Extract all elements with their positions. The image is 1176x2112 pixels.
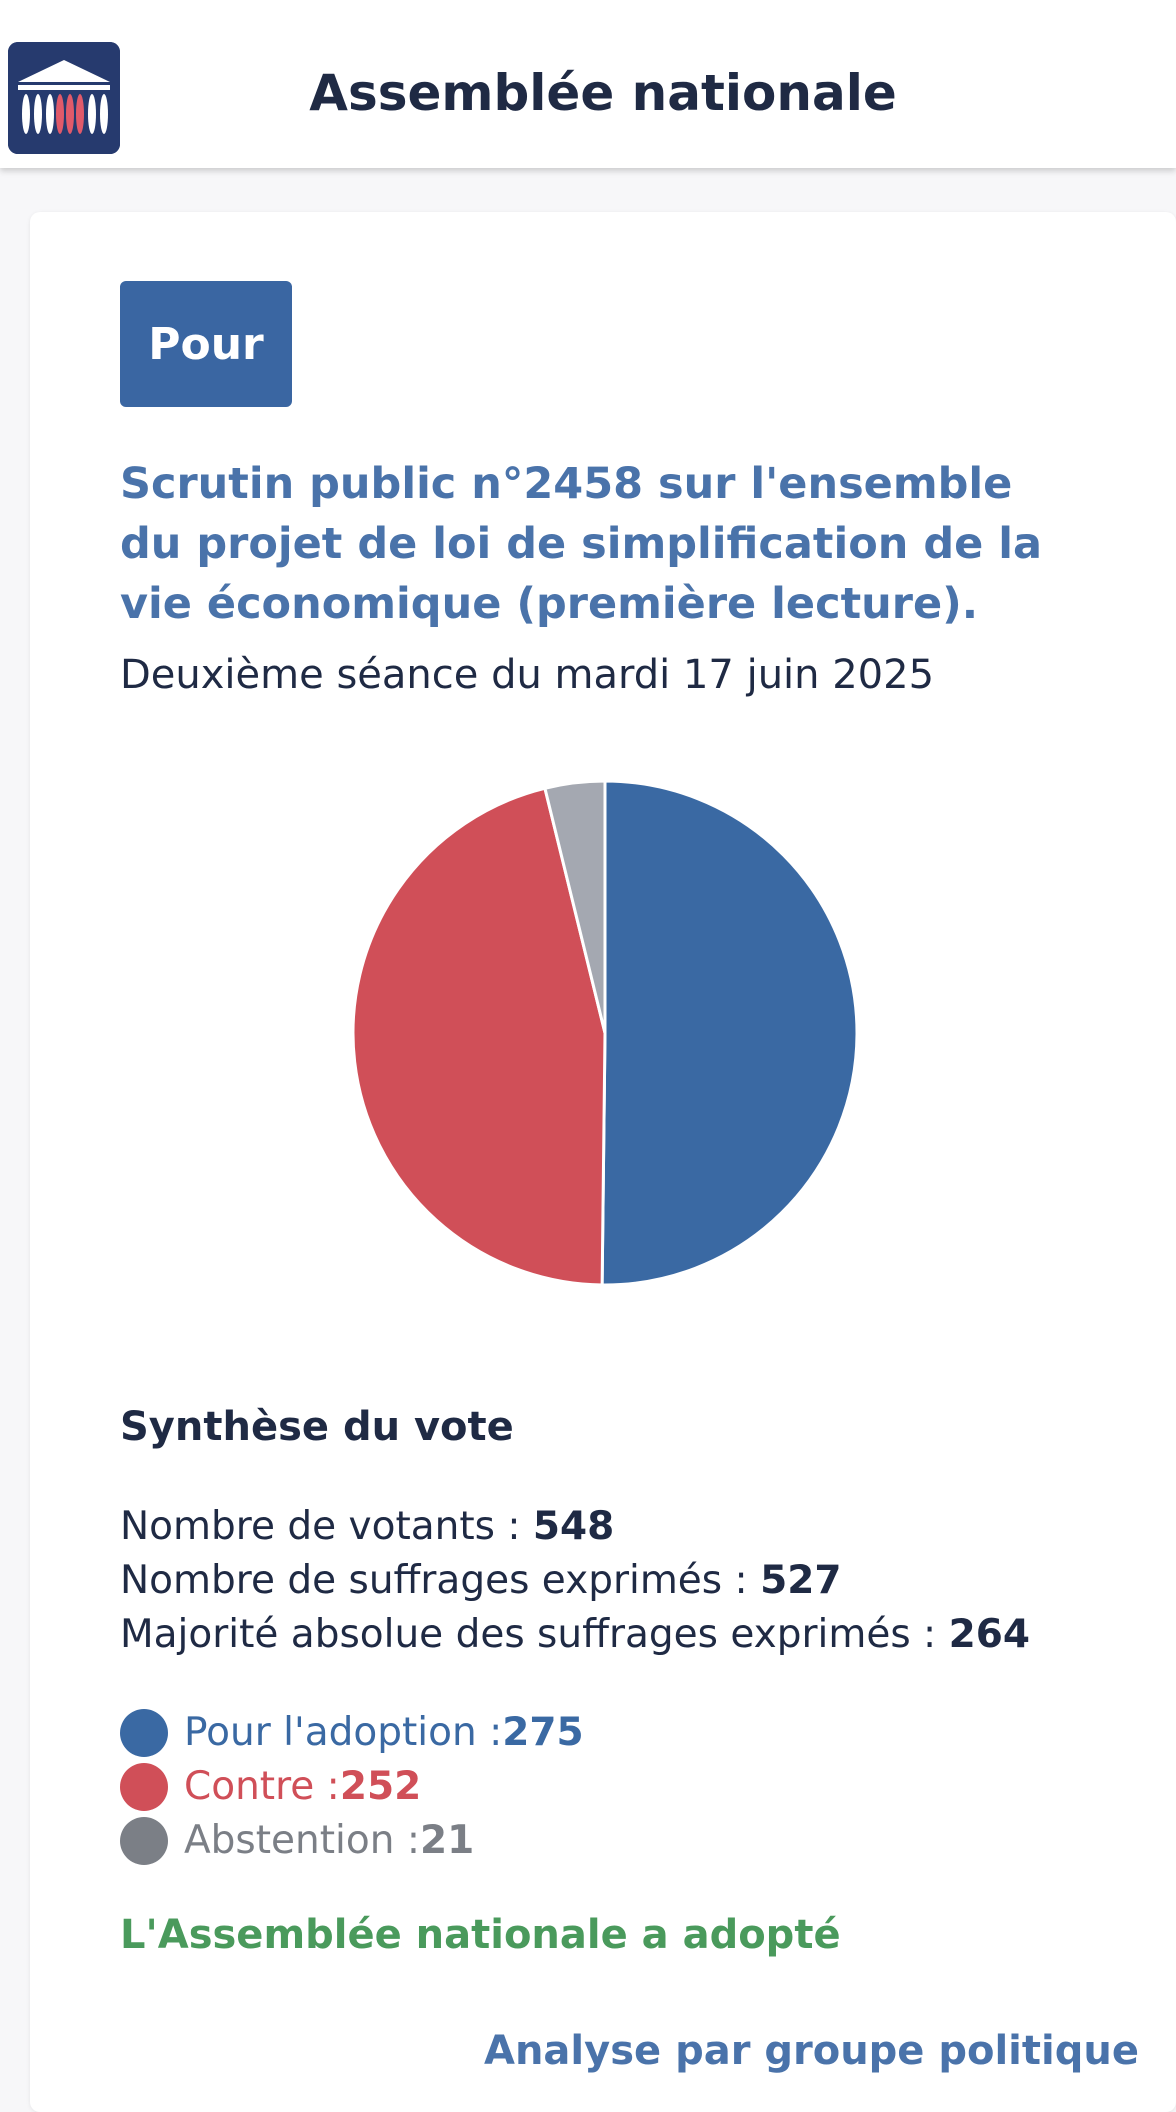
majorite-row: Majorité absolue des suffrages exprimés … — [120, 1608, 1030, 1662]
app-title: Assemblée nationale — [309, 64, 897, 122]
group-analysis-link[interactable]: Analyse par groupe politique — [484, 2028, 1139, 2074]
votants-value: 548 — [532, 1504, 615, 1549]
votants-row: Nombre de votants : 548 — [120, 1500, 1030, 1554]
contre-dot-icon — [120, 1763, 168, 1811]
majorite-label: Majorité absolue des suffrages exprimés … — [120, 1612, 949, 1657]
vote-title: Scrutin public n°2458 sur l'ensemble du … — [120, 459, 1043, 629]
app-header: Assemblée nationale — [0, 0, 1176, 168]
session-date: Deuxième séance du mardi 17 juin 2025 — [120, 652, 935, 698]
vote-stats: Nombre de votants : 548 Nombre de suffra… — [120, 1500, 1030, 1662]
votants-label: Nombre de votants : — [120, 1504, 533, 1549]
pour-dot-icon — [120, 1709, 168, 1757]
vote-pie-chart — [351, 779, 859, 1287]
legend-contre: Contre : 252 — [120, 1760, 584, 1814]
legend-abstention: Abstention : 21 — [120, 1814, 584, 1868]
pie-slice-pour-l-adoption — [600, 779, 859, 1287]
suffrages-label: Nombre de suffrages exprimés : — [120, 1558, 761, 1603]
legend-pour-value: 275 — [502, 1710, 584, 1755]
majorite-value: 264 — [948, 1612, 1031, 1657]
pie-slice-contre — [351, 786, 607, 1287]
suffrages-value: 527 — [760, 1558, 842, 1603]
legend-pour: Pour l'adoption : 275 — [120, 1706, 584, 1760]
legend-abstention-value: 21 — [420, 1818, 475, 1863]
legend-abstention-label: Abstention : — [184, 1818, 420, 1863]
legend-contre-label: Contre : — [184, 1764, 340, 1809]
vote-result: L'Assemblée nationale a adopté — [120, 1912, 841, 1958]
legend-contre-value: 252 — [339, 1764, 422, 1809]
pie-slice-abstention — [543, 779, 607, 1035]
legend-pour-label: Pour l'adoption : — [184, 1710, 503, 1755]
abstention-dot-icon — [120, 1817, 168, 1865]
position-badge[interactable]: Pour — [120, 281, 292, 407]
suffrages-row: Nombre de suffrages exprimés : 527 — [120, 1554, 1030, 1608]
assemblee-nationale-logo-icon[interactable] — [8, 42, 120, 154]
vote-legend: Pour l'adoption : 275 Contre : 252 Abste… — [120, 1706, 584, 1868]
synthesis-title: Synthèse du vote — [120, 1404, 514, 1450]
